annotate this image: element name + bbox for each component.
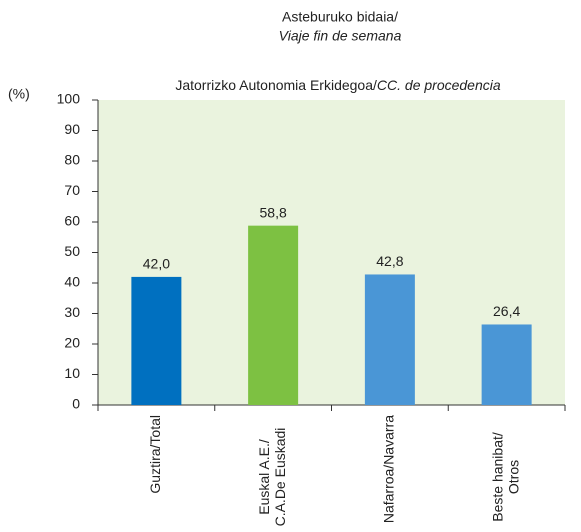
y-tick-label: 40: [64, 274, 80, 290]
y-tick-label: 90: [64, 121, 80, 137]
x-tick-label: Euskal A.E./: [256, 439, 272, 515]
bar: [364, 274, 415, 405]
y-tick-label: 50: [64, 243, 80, 259]
x-tick-label: Nafarroa/Navarra: [381, 415, 397, 523]
y-tick-label: 10: [64, 365, 80, 381]
y-tick-label: 70: [64, 182, 80, 198]
y-axis-label: (%): [8, 86, 30, 102]
y-tick-label: 30: [64, 304, 80, 320]
data-label: 26,4: [493, 303, 520, 319]
data-label: 42,0: [143, 256, 170, 272]
subtitle-part: CC. de procedencia: [377, 77, 501, 93]
y-tick-label: 80: [64, 152, 80, 168]
x-tick-label: Guztira/Total: [147, 415, 163, 494]
y-tick-label: 60: [64, 213, 80, 229]
bar: [481, 324, 532, 405]
subtitle-part: Jatorrizko Autonomia Erkidegoa/: [175, 77, 377, 93]
chart-subtitle: Jatorrizko Autonomia Erkidegoa/CC. de pr…: [175, 77, 501, 93]
x-tick-label: Beste hanibat/: [489, 432, 505, 522]
bar: [248, 225, 299, 405]
data-label: 58,8: [260, 204, 287, 220]
bar: [131, 276, 182, 405]
x-tick-label: Otros: [505, 460, 521, 494]
y-tick-label: 20: [64, 335, 80, 351]
y-tick-label: 0: [72, 396, 80, 412]
data-label: 42,8: [376, 253, 403, 269]
chart-title: Viaje fin de semana: [279, 28, 402, 44]
y-tick-label: 100: [57, 91, 81, 107]
chart-title: Asteburuko bidaia/: [282, 9, 398, 25]
x-tick-label: C.A.De Euskadi: [272, 428, 288, 527]
